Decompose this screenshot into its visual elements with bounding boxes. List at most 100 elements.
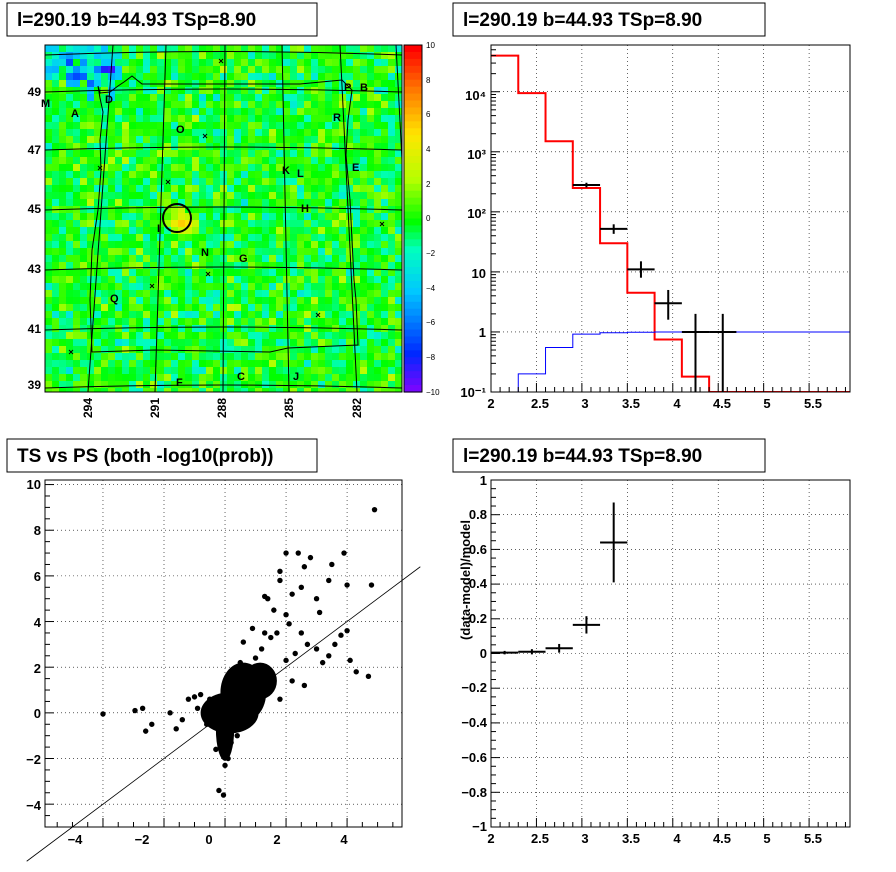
heatmap-cell bbox=[269, 381, 276, 388]
heatmap-cell bbox=[178, 94, 185, 101]
heatmap-cell bbox=[325, 297, 332, 304]
heatmap-cell bbox=[87, 262, 94, 269]
heatmap-cell bbox=[94, 66, 101, 73]
heatmap-cell bbox=[269, 360, 276, 367]
heatmap-cell bbox=[311, 171, 318, 178]
heatmap-cell bbox=[157, 318, 164, 325]
heatmap-cell bbox=[262, 122, 269, 129]
heatmap-cell bbox=[234, 59, 241, 66]
heatmap-cell bbox=[395, 45, 402, 52]
heatmap-cell bbox=[339, 283, 346, 290]
heatmap-cell bbox=[318, 374, 325, 381]
heatmap-cell bbox=[143, 220, 150, 227]
heatmap-cell bbox=[332, 220, 339, 227]
colorbar-segment bbox=[404, 253, 422, 261]
heatmap-cell bbox=[234, 101, 241, 108]
heatmap-cell bbox=[241, 108, 248, 115]
heatmap-cell bbox=[381, 52, 388, 59]
heatmap-cell bbox=[290, 304, 297, 311]
heatmap-cell bbox=[136, 367, 143, 374]
scatter-point bbox=[252, 655, 259, 661]
heatmap-cell bbox=[80, 234, 87, 241]
heatmap-cell bbox=[353, 52, 360, 59]
heatmap-cell bbox=[374, 381, 381, 388]
heatmap-cell bbox=[192, 346, 199, 353]
heatmap-cell bbox=[171, 248, 178, 255]
heatmap-cell bbox=[241, 234, 248, 241]
heatmap-cell bbox=[290, 66, 297, 73]
heatmap-cell bbox=[290, 129, 297, 136]
heatmap-cell bbox=[388, 388, 395, 392]
heatmap-cell bbox=[388, 52, 395, 59]
heatmap-cell bbox=[262, 346, 269, 353]
scatter-point bbox=[132, 707, 138, 714]
heatmap-cell bbox=[311, 108, 318, 115]
colorbar-segment bbox=[404, 190, 422, 199]
heatmap-cell bbox=[143, 129, 150, 136]
scatter-point bbox=[271, 607, 277, 613]
heatmap-cell bbox=[220, 213, 227, 220]
heatmap-cell bbox=[227, 297, 234, 304]
heatmap-cell bbox=[332, 59, 339, 66]
heatmap-cell bbox=[360, 241, 367, 248]
heatmap-cell bbox=[227, 101, 234, 108]
scatter-point bbox=[307, 554, 314, 561]
heatmap-cell bbox=[45, 80, 52, 87]
heatmap-cell bbox=[269, 122, 276, 129]
heatmap-cell bbox=[367, 311, 374, 318]
heatmap-cell bbox=[318, 143, 325, 150]
heatmap-cell bbox=[94, 311, 101, 318]
heatmap-cell bbox=[325, 178, 332, 185]
x-tick-label: 2.5 bbox=[531, 831, 549, 846]
heatmap-cell bbox=[150, 108, 157, 115]
heatmap-cell bbox=[332, 157, 339, 164]
heatmap-cell bbox=[157, 108, 164, 115]
heatmap-cell bbox=[129, 59, 136, 66]
heatmap-cell bbox=[52, 248, 59, 255]
heatmap-cell bbox=[304, 87, 311, 94]
heatmap-cell bbox=[185, 241, 192, 248]
heatmap-cell bbox=[262, 213, 269, 220]
heatmap-cell bbox=[143, 52, 150, 59]
heatmap-cell bbox=[234, 157, 241, 164]
heatmap-cell bbox=[192, 255, 199, 262]
heatmap-cell bbox=[374, 59, 381, 66]
heatmap-cell bbox=[129, 353, 136, 360]
heatmap-cell bbox=[143, 241, 150, 248]
heatmap-cell bbox=[115, 248, 122, 255]
heatmap-cell bbox=[101, 94, 108, 101]
heatmap-cell bbox=[248, 325, 255, 332]
heatmap-cell bbox=[185, 388, 192, 392]
heatmap-cell bbox=[269, 115, 276, 122]
heatmap-cell bbox=[269, 185, 276, 192]
heatmap-cell bbox=[108, 269, 115, 276]
heatmap-cell bbox=[220, 59, 227, 66]
heatmap-cell bbox=[66, 367, 73, 374]
heatmap-cell bbox=[87, 108, 94, 115]
heatmap-cell bbox=[241, 164, 248, 171]
scatter-point bbox=[274, 630, 280, 636]
heatmap-cell bbox=[185, 227, 192, 234]
heatmap-cell bbox=[234, 304, 241, 311]
heatmap-cell bbox=[101, 185, 108, 192]
heatmap-cell bbox=[199, 332, 206, 339]
heatmap-cell bbox=[325, 108, 332, 115]
heatmap-cell bbox=[52, 94, 59, 101]
heatmap-cell bbox=[66, 339, 73, 346]
heatmap-cell bbox=[381, 122, 388, 129]
heatmap-cell bbox=[332, 115, 339, 122]
heatmap-cell bbox=[227, 59, 234, 66]
heatmap-cell bbox=[220, 164, 227, 171]
heatmap-cell bbox=[122, 185, 129, 192]
heatmap-cell bbox=[52, 115, 59, 122]
colorbar-segment bbox=[404, 267, 422, 275]
heatmap-cell bbox=[318, 178, 325, 185]
heatmap-cell bbox=[94, 339, 101, 346]
colorbar-segment bbox=[404, 149, 422, 157]
heatmap-cell bbox=[332, 80, 339, 87]
heatmap-cell bbox=[241, 143, 248, 150]
heatmap-cell bbox=[108, 80, 115, 87]
heatmap-cell bbox=[325, 353, 332, 360]
heatmap-cell bbox=[192, 262, 199, 269]
heatmap-cell bbox=[206, 290, 213, 297]
